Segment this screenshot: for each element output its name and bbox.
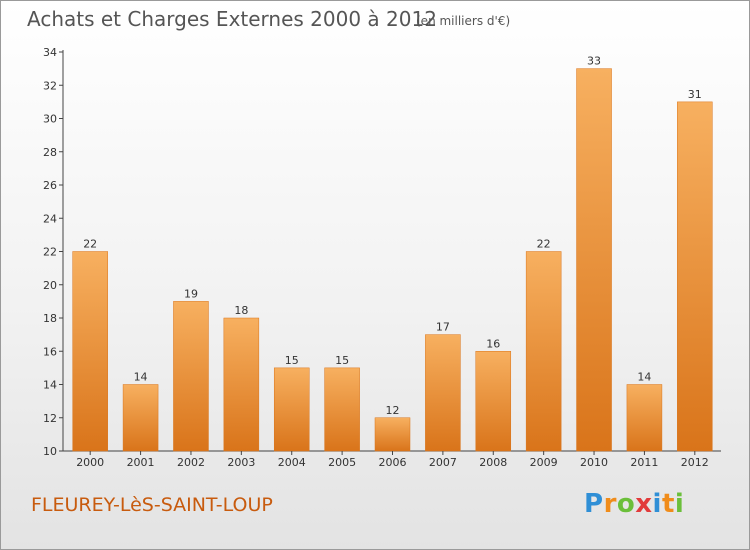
y-tick-label: 24	[43, 212, 57, 225]
data-label: 22	[537, 238, 551, 251]
x-tick-label: 2008	[479, 456, 507, 469]
data-label: 12	[386, 404, 400, 417]
x-tick-label: 2006	[379, 456, 407, 469]
y-tick-label: 28	[43, 146, 57, 159]
x-tick-label: 2002	[177, 456, 205, 469]
logo-letter: r	[603, 489, 617, 519]
data-label: 19	[184, 287, 198, 300]
proxiti-logo: Proxiti	[584, 489, 684, 519]
data-label: 14	[134, 371, 148, 384]
chart-subtitle: (en milliers d'€)	[416, 14, 511, 28]
x-tick-label: 2007	[429, 456, 457, 469]
y-tick-label: 12	[43, 412, 57, 425]
data-label: 17	[436, 321, 450, 334]
bar	[122, 384, 159, 452]
bar	[223, 317, 260, 452]
data-label: 15	[285, 354, 299, 367]
x-tick-label: 2004	[278, 456, 306, 469]
bar	[525, 251, 562, 452]
chart-title: Achats et Charges Externes 2000 à 2012	[27, 7, 437, 31]
y-tick-label: 22	[43, 246, 57, 259]
bar	[576, 68, 612, 452]
y-tick-label: 32	[43, 79, 57, 92]
bar	[677, 101, 713, 452]
data-label: 33	[587, 55, 601, 68]
data-label: 14	[637, 371, 651, 384]
y-tick-label: 30	[43, 113, 57, 126]
logo-letter: i	[674, 489, 685, 519]
x-tick-label: 2003	[227, 456, 255, 469]
x-tick-label: 2009	[530, 456, 558, 469]
x-tick-label: 2000	[76, 456, 104, 469]
y-tick-label: 18	[43, 312, 57, 325]
y-tick-label: 10	[43, 445, 57, 458]
logo-letter: t	[661, 489, 675, 519]
bar	[475, 351, 512, 452]
x-tick-label: 2001	[127, 456, 155, 469]
data-label: 16	[486, 337, 500, 350]
y-tick-label: 16	[43, 345, 57, 358]
x-tick-label: 2012	[681, 456, 709, 469]
y-tick-label: 20	[43, 279, 57, 292]
y-tick-label: 14	[43, 379, 57, 392]
data-label: 18	[234, 304, 248, 317]
logo-letter: P	[584, 489, 604, 519]
commune-name: FLEUREY-LèS-SAINT-LOUP	[31, 494, 273, 516]
x-tick-label: 2011	[630, 456, 658, 469]
y-tick-label: 26	[43, 179, 57, 192]
bar	[425, 334, 461, 452]
x-tick-label: 2010	[580, 456, 608, 469]
y-tick-label: 34	[43, 46, 57, 59]
bar	[273, 367, 310, 452]
logo-letter: i	[652, 489, 662, 519]
data-label: 22	[83, 238, 97, 251]
bar	[374, 417, 411, 452]
data-label: 31	[688, 88, 702, 101]
bar	[324, 367, 360, 452]
data-label: 15	[335, 354, 349, 367]
bar	[626, 384, 663, 452]
x-tick-label: 2005	[328, 456, 356, 469]
bar	[173, 301, 209, 452]
logo-letter: o	[616, 489, 636, 519]
logo-letter: x	[635, 489, 653, 519]
bar	[72, 251, 108, 452]
